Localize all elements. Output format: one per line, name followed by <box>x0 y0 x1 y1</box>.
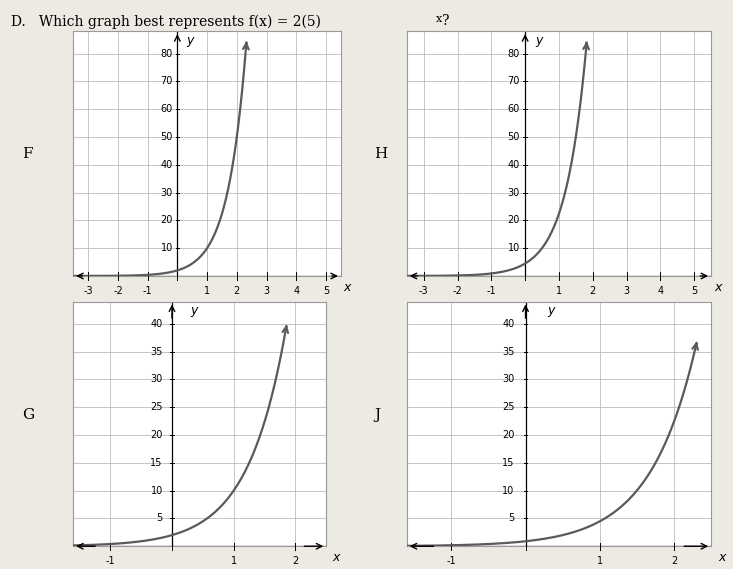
Text: 15: 15 <box>150 458 163 468</box>
Text: y: y <box>548 304 555 317</box>
Text: 40: 40 <box>502 319 515 329</box>
Text: x: x <box>715 281 722 294</box>
Text: 70: 70 <box>508 76 520 86</box>
Text: 3: 3 <box>263 286 270 296</box>
Text: 1: 1 <box>556 286 562 296</box>
Text: 40: 40 <box>150 319 163 329</box>
Text: G: G <box>22 409 34 422</box>
Text: 4: 4 <box>658 286 663 296</box>
Text: 5: 5 <box>691 286 697 296</box>
Text: 40: 40 <box>161 160 173 170</box>
Text: 30: 30 <box>502 374 515 385</box>
Text: 2: 2 <box>234 286 240 296</box>
Text: 30: 30 <box>150 374 163 385</box>
Text: -3: -3 <box>84 286 93 296</box>
Text: 10: 10 <box>508 243 520 253</box>
Text: x: x <box>344 281 351 294</box>
Text: y: y <box>535 34 542 47</box>
Text: y: y <box>186 34 194 47</box>
Text: 30: 30 <box>161 188 173 197</box>
Text: 35: 35 <box>502 347 515 357</box>
Text: J: J <box>374 409 380 422</box>
Text: 25: 25 <box>502 402 515 412</box>
Text: 5: 5 <box>508 513 515 523</box>
Text: 20: 20 <box>508 215 520 225</box>
Text: 10: 10 <box>150 485 163 496</box>
Text: 35: 35 <box>150 347 163 357</box>
Text: -1: -1 <box>106 556 115 566</box>
Text: -1: -1 <box>446 556 456 566</box>
Text: 2: 2 <box>292 556 298 566</box>
Text: H: H <box>374 147 387 160</box>
Text: 30: 30 <box>508 188 520 197</box>
Text: 80: 80 <box>508 48 520 59</box>
Text: 20: 20 <box>502 430 515 440</box>
Text: 60: 60 <box>161 104 173 114</box>
Text: -2: -2 <box>113 286 122 296</box>
Text: D.   Which graph best represents f(x) = 2(5): D. Which graph best represents f(x) = 2(… <box>11 14 321 28</box>
Text: -3: -3 <box>419 286 429 296</box>
Text: 5: 5 <box>323 286 329 296</box>
Text: 5: 5 <box>156 513 163 523</box>
Text: 10: 10 <box>502 485 515 496</box>
Text: y: y <box>191 304 198 317</box>
Text: 3: 3 <box>624 286 630 296</box>
Text: 10: 10 <box>161 243 173 253</box>
Text: 80: 80 <box>161 48 173 59</box>
Text: 40: 40 <box>508 160 520 170</box>
Text: 50: 50 <box>161 132 173 142</box>
Text: 20: 20 <box>161 215 173 225</box>
Text: 1: 1 <box>204 286 210 296</box>
Text: -1: -1 <box>143 286 152 296</box>
Text: -2: -2 <box>453 286 463 296</box>
Text: 2: 2 <box>589 286 596 296</box>
Text: x: x <box>718 551 726 564</box>
Text: 50: 50 <box>508 132 520 142</box>
Text: x: x <box>436 14 443 24</box>
Text: -1: -1 <box>487 286 496 296</box>
Text: 4: 4 <box>293 286 299 296</box>
Text: 25: 25 <box>150 402 163 412</box>
Text: F: F <box>22 147 32 160</box>
Text: 70: 70 <box>161 76 173 86</box>
Text: 1: 1 <box>231 556 237 566</box>
Text: ?: ? <box>442 14 449 28</box>
Text: 15: 15 <box>502 458 515 468</box>
Text: x: x <box>332 551 339 564</box>
Text: 2: 2 <box>671 556 677 566</box>
Text: 1: 1 <box>597 556 603 566</box>
Text: 60: 60 <box>508 104 520 114</box>
Text: 20: 20 <box>150 430 163 440</box>
